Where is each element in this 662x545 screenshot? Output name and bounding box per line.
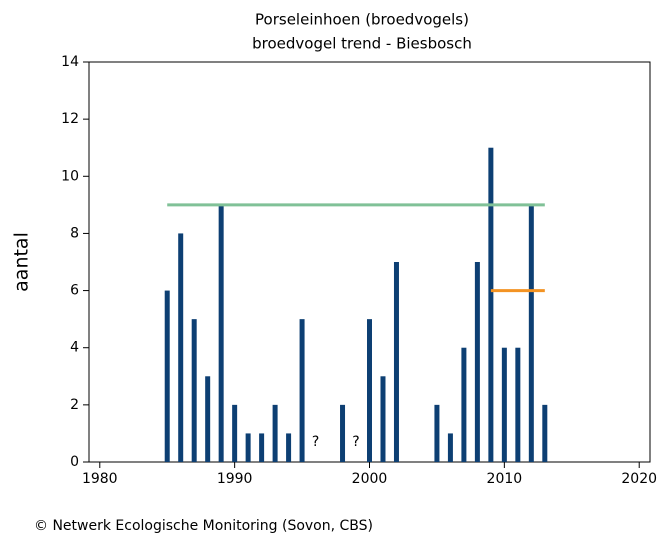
bar [164, 290, 170, 462]
y-tick-label: 14 [61, 54, 79, 70]
y-tick-label: 4 [70, 340, 79, 356]
bar [488, 147, 494, 462]
y-axis-label: aantal [11, 232, 33, 292]
bar [178, 233, 184, 462]
bar [528, 204, 534, 462]
x-tick-label: 1990 [217, 471, 253, 487]
footer: © Netwerk Ecologische Monitoring (Sovon,… [34, 518, 373, 534]
chart-title: Porseleinhoen (broedvogels) [255, 11, 469, 29]
bar [191, 319, 197, 462]
bar [515, 347, 521, 462]
bar [474, 262, 480, 462]
x-tick-label: 1980 [82, 471, 118, 487]
bar [272, 404, 278, 462]
y-tick-label: 10 [61, 168, 79, 184]
bar [286, 433, 292, 462]
chart-subtitle: broedvogel trend - Biesbosch [252, 35, 472, 53]
bar [380, 376, 386, 462]
bar [434, 404, 440, 462]
y-tick-label: 6 [70, 283, 79, 299]
bar [367, 319, 372, 462]
bar [542, 404, 548, 462]
bar [461, 347, 467, 462]
x-tick-label: 2020 [621, 471, 657, 487]
unknown-marker: ? [352, 434, 359, 450]
bar [232, 404, 238, 462]
x-tick-label: 2000 [352, 471, 388, 487]
y-tick-label: 2 [70, 397, 79, 413]
bar [299, 319, 305, 462]
bar [218, 204, 224, 462]
bar [501, 347, 507, 462]
unknown-marker: ? [312, 434, 319, 450]
bar [340, 404, 346, 462]
y-tick-label: 12 [61, 111, 79, 127]
bar [447, 433, 453, 462]
bar [205, 376, 211, 462]
bar [393, 262, 399, 462]
bar [259, 433, 265, 462]
x-tick-label: 2010 [487, 471, 523, 487]
y-tick-label: 8 [70, 225, 79, 241]
bar [245, 433, 251, 462]
y-tick-label: 0 [70, 454, 79, 470]
